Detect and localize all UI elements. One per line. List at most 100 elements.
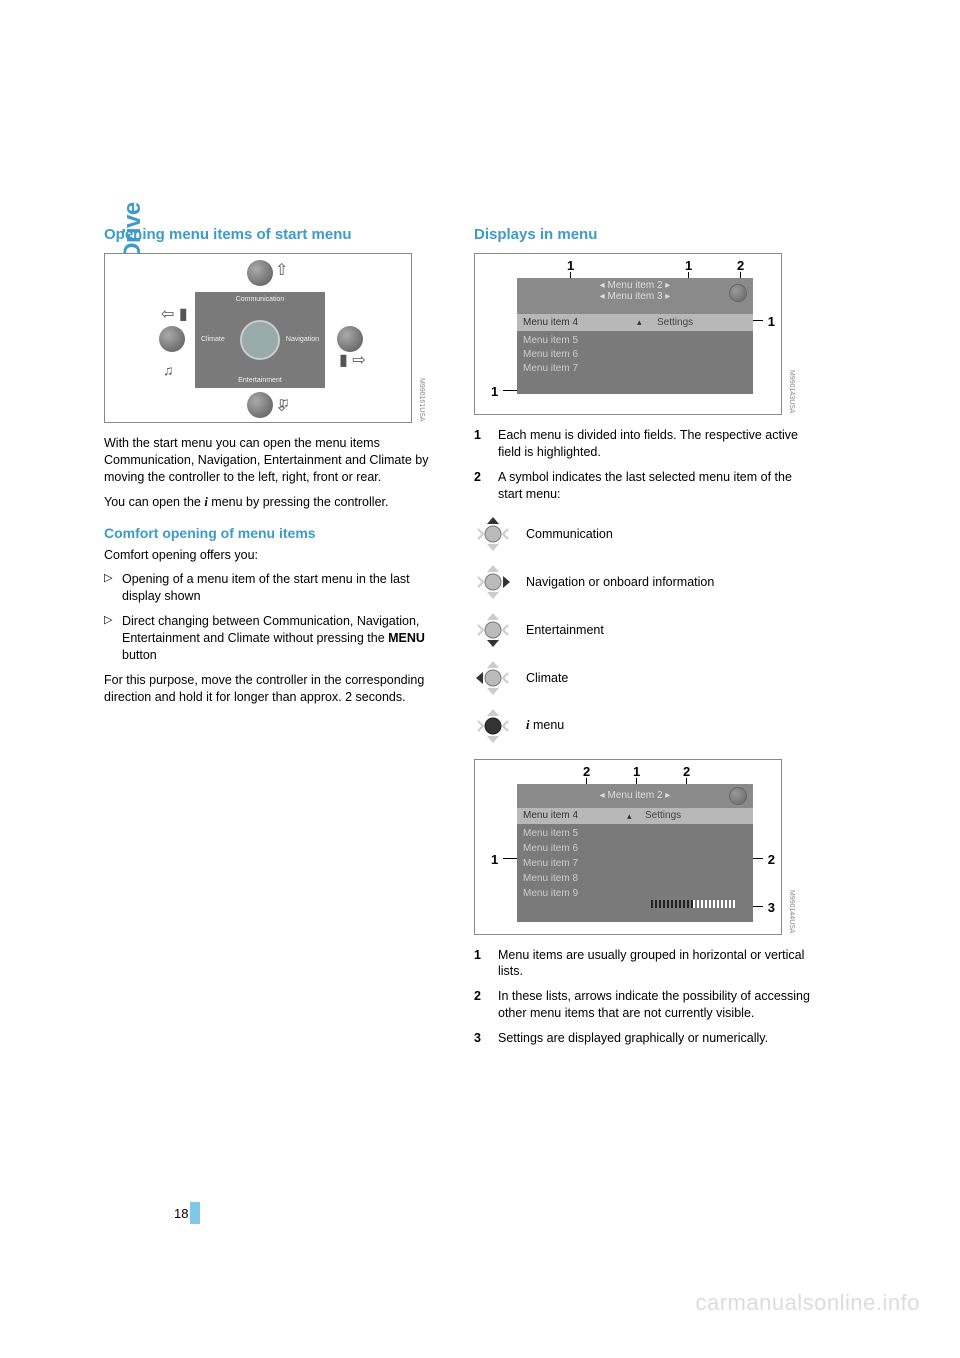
arrow-left-icon: ⇦ ▮ xyxy=(161,304,188,324)
dm2-top-item: Menu item 2 xyxy=(607,790,662,801)
list-number: 1 xyxy=(474,947,481,964)
dm-list-item: Menu item 9 xyxy=(523,886,747,901)
knob-left-icon xyxy=(159,326,185,352)
list-item: Opening of a menu item of the start menu… xyxy=(104,571,446,605)
list-number: 2 xyxy=(474,988,481,1005)
comfort-list: Opening of a menu item of the start menu… xyxy=(104,571,446,663)
icon-label: Entertainment xyxy=(526,623,604,637)
dm-mid-item: Menu item 4 xyxy=(523,317,578,328)
callout-2-top: 2 xyxy=(737,258,744,273)
callout-1-top: 1 xyxy=(633,764,640,779)
list-item: 2 A symbol indicates the last selected me… xyxy=(474,469,816,503)
list-item: 1 Each menu is divided into fields. The r… xyxy=(474,427,816,461)
dm2-mid-item: Menu item 4 xyxy=(523,810,578,821)
callout-1-top: 1 xyxy=(567,258,574,273)
direction-press-icon xyxy=(474,707,512,745)
icon-row-climate: Climate xyxy=(474,659,816,697)
displays-list-1: 1 Each menu is divided into fields. The r… xyxy=(474,427,816,503)
list-text: Each menu is divided into fields. The re… xyxy=(498,428,798,459)
callout-1-right: 1 xyxy=(768,314,775,329)
heading-comfort: Comfort opening of menu items xyxy=(104,525,446,541)
callout-1-top-b: 1 xyxy=(685,258,692,273)
left-column: Opening menu items of start menu Communi… xyxy=(104,226,446,1059)
sm-label-comm: Communication xyxy=(195,296,325,303)
sm-label-climate: Climate xyxy=(201,336,225,343)
sm-label-nav: Navigation xyxy=(286,336,319,343)
list-text: In these lists, arrows indicate the poss… xyxy=(498,989,810,1020)
direction-right-icon xyxy=(474,563,512,601)
dm-list-item: Menu item 7 xyxy=(523,362,747,376)
list-item: 1Menu items are usually grouped in horiz… xyxy=(474,947,816,981)
menu-button-label: MENU xyxy=(388,631,425,645)
page-number: 18 xyxy=(174,1206,188,1221)
watermark: carmanualsonline.info xyxy=(695,1290,920,1316)
figure-start-menu: Communication Climate Navigation Enterta… xyxy=(104,253,412,423)
text-fragment: menu xyxy=(529,718,564,732)
dm-list-item: Menu item 6 xyxy=(523,841,747,856)
dm-list-item: Menu item 5 xyxy=(523,334,747,348)
list-number: 3 xyxy=(474,1030,481,1047)
callout-2-top-b: 2 xyxy=(683,764,690,779)
para-press-controller: You can open the i menu by pressing the … xyxy=(104,494,446,511)
direction-up-icon xyxy=(474,515,512,553)
knob-top-icon xyxy=(247,260,273,286)
icon-row-comm: Communication xyxy=(474,515,816,553)
knob-right-icon xyxy=(337,326,363,352)
icon-row-imenu: i menu xyxy=(474,707,816,745)
list-item: 3 Settings are displayed graphically or n… xyxy=(474,1030,816,1047)
callout-3-right: 3 xyxy=(768,900,775,915)
page-number-marker xyxy=(190,1202,200,1224)
text-fragment: You can open the xyxy=(104,495,204,509)
right-column: Displays in menu 1 1 2 ◂ Menu item 2 ▸ ◂… xyxy=(474,226,816,1059)
music-right-icon: ♫ xyxy=(279,394,290,410)
list-number: 1 xyxy=(474,427,481,444)
icon-label: i menu xyxy=(526,718,564,733)
heading-displays: Displays in menu xyxy=(474,226,816,243)
list-text: Settings are displayed graphically or nu… xyxy=(498,1031,768,1045)
dm-symbol-icon xyxy=(729,787,747,805)
dm-top-item: Menu item 2 xyxy=(607,280,662,291)
list-item: 2 In these lists, arrows indicate the pos… xyxy=(474,988,816,1022)
dm-list-item: Menu item 7 xyxy=(523,856,747,871)
figure-1-label: M990161USA xyxy=(418,378,425,422)
direction-down-icon xyxy=(474,611,512,649)
figure-display-menu-1: 1 1 2 ◂ Menu item 2 ▸ ◂ Menu item 3 ▸ Me… xyxy=(474,253,782,415)
dm-list-item: Menu item 6 xyxy=(523,348,747,362)
list-text: A symbol indicates the last selected men… xyxy=(498,470,792,501)
sm-label-ent: Entertainment xyxy=(195,377,325,384)
dm-list-item: Menu item 5 xyxy=(523,826,747,841)
slider-graphic xyxy=(651,900,735,908)
heading-opening: Opening menu items of start menu xyxy=(104,226,446,243)
callout-1-left: 1 xyxy=(491,852,498,867)
icon-row-nav: Navigation or onboard information xyxy=(474,563,816,601)
list-number: 2 xyxy=(474,469,481,486)
text-fragment: button xyxy=(122,648,157,662)
dm2-settings-label: Settings xyxy=(645,808,681,824)
text-fragment: menu by pressing the controller. xyxy=(208,495,389,509)
icon-label: Communication xyxy=(526,527,613,541)
para-hold-direction: For this purpose, move the controller in… xyxy=(104,672,446,706)
dm-symbol-icon xyxy=(729,284,747,302)
music-left-icon: ♫ xyxy=(163,362,174,378)
icon-row-ent: Entertainment xyxy=(474,611,816,649)
dm-list-item: Menu item 8 xyxy=(523,871,747,886)
callout-2-top-a: 2 xyxy=(583,764,590,779)
displays-list-2: 1Menu items are usually grouped in horiz… xyxy=(474,947,816,1047)
callout-1-left: 1 xyxy=(491,384,498,399)
figure-2-label: M990143USA xyxy=(788,370,795,414)
figure-display-menu-2: 2 1 2 ◂ Menu item 2 ▸ Menu item 4 ▴ Sett… xyxy=(474,759,782,935)
text-fragment: Direct changing between Communication, N… xyxy=(122,614,419,645)
para-comfort-intro: Comfort opening offers you: xyxy=(104,547,446,564)
list-item: Direct changing between Communication, N… xyxy=(104,613,446,664)
figure-3-label: M990144USA xyxy=(788,890,795,934)
dm-settings-label: Settings xyxy=(657,314,693,331)
arrow-up-icon: ⇧ xyxy=(275,260,288,280)
knob-bottom-icon xyxy=(247,392,273,418)
dm-top-item: Menu item 3 xyxy=(607,291,662,302)
icon-label: Navigation or onboard information xyxy=(526,575,714,589)
icon-label: Climate xyxy=(526,671,568,685)
arrow-right-icon: ▮ ⇨ xyxy=(339,350,366,370)
callout-2-right: 2 xyxy=(768,852,775,867)
page-content: Opening menu items of start menu Communi… xyxy=(104,226,816,1059)
direction-left-icon xyxy=(474,659,512,697)
